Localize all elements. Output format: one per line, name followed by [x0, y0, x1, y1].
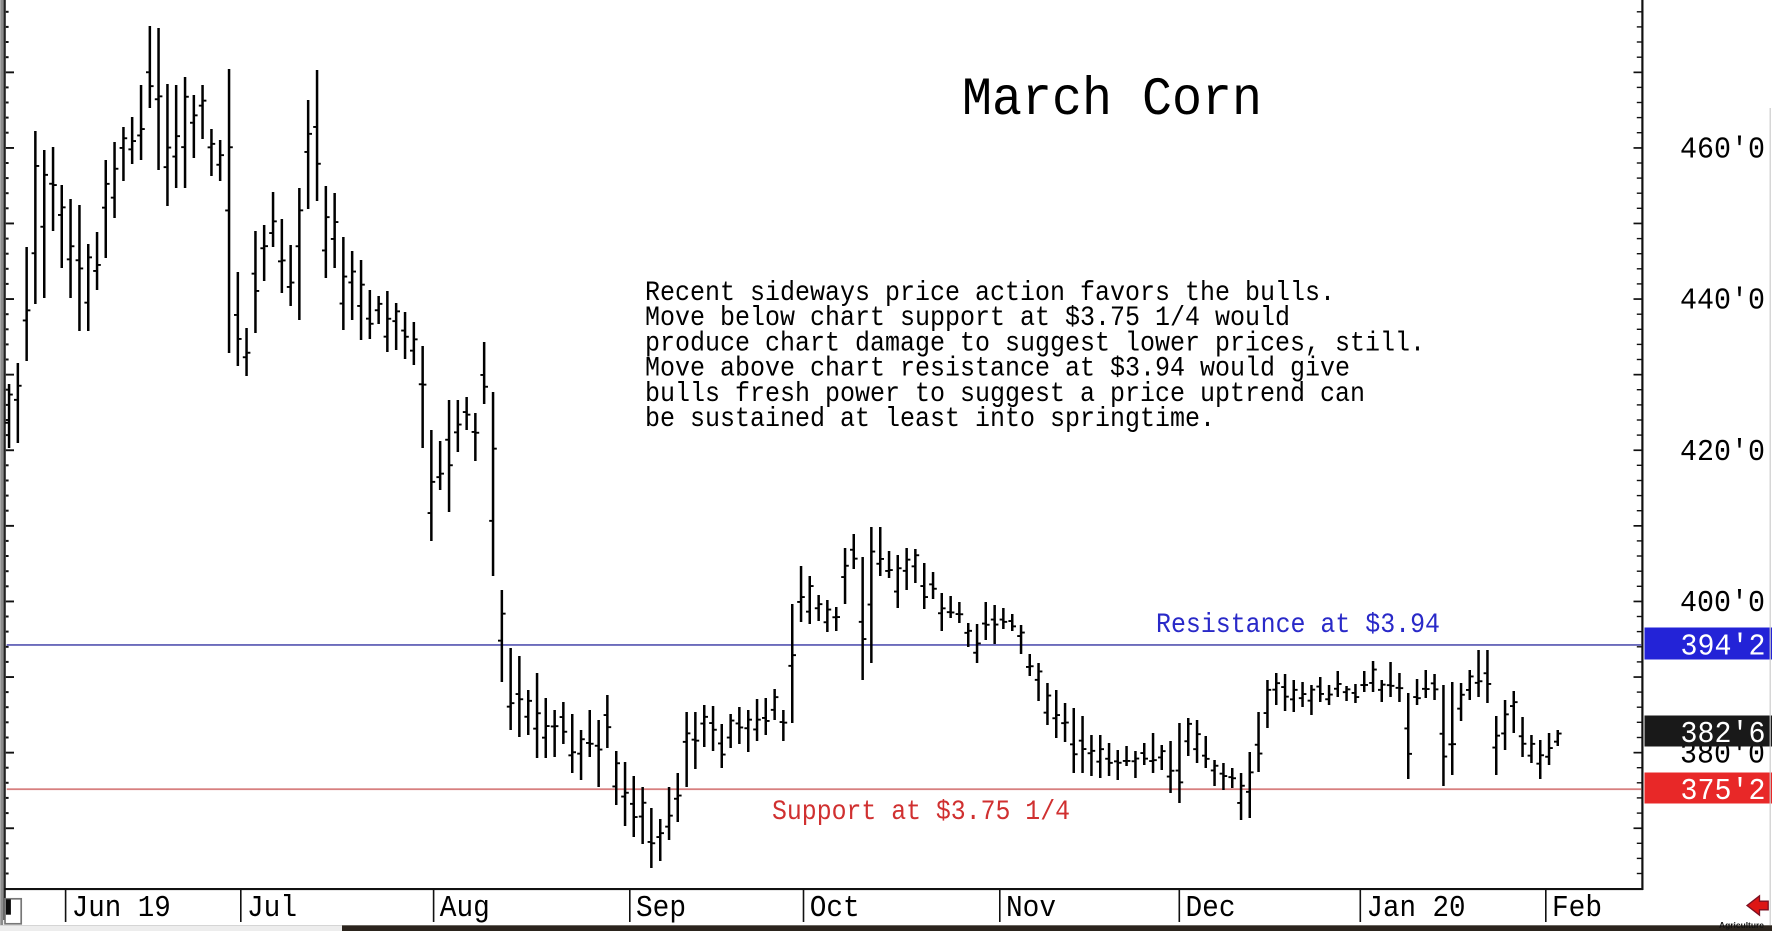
svg-text:400'0: 400'0: [1680, 585, 1765, 620]
svg-text:March Corn: March Corn: [962, 69, 1262, 130]
svg-text:Support at $3.75 1/4: Support at $3.75 1/4: [772, 796, 1070, 827]
svg-text:produce chart damage to sugges: produce chart damage to suggest lower pr…: [645, 327, 1425, 358]
svg-text:420'0: 420'0: [1680, 434, 1765, 469]
svg-text:Sep: Sep: [636, 891, 686, 926]
svg-text:Aug: Aug: [440, 891, 490, 926]
svg-text:Oct: Oct: [810, 891, 860, 926]
svg-text:be sustained at least into spr: be sustained at least into springtime.: [645, 403, 1215, 434]
svg-text:440'0: 440'0: [1680, 283, 1765, 318]
svg-text:Move above chart resistance at: Move above chart resistance at $3.94 wou…: [645, 353, 1350, 384]
svg-text:394'2: 394'2: [1681, 629, 1766, 664]
svg-text:Dec: Dec: [1186, 891, 1236, 926]
svg-text:Jul: Jul: [247, 891, 297, 926]
svg-text:460'0: 460'0: [1680, 132, 1765, 167]
svg-text:375'2: 375'2: [1681, 773, 1766, 808]
svg-text:Nov: Nov: [1006, 891, 1056, 926]
svg-text:bulls fresh power to suggest a: bulls fresh power to suggest a price upt…: [645, 378, 1365, 409]
svg-text:Jun 19: Jun 19: [72, 891, 171, 926]
svg-text:382'6: 382'6: [1681, 716, 1766, 751]
svg-text:Jan 20: Jan 20: [1367, 891, 1466, 926]
svg-text:Feb: Feb: [1552, 891, 1602, 926]
svg-text:Move below chart support at $3: Move below chart support at $3.75 1/4 wo…: [645, 302, 1290, 333]
svg-text:Recent sideways price action f: Recent sideways price action favors the …: [645, 277, 1335, 308]
svg-text:Agriculture: Agriculture: [1719, 920, 1764, 930]
svg-text:Resistance at $3.94: Resistance at $3.94: [1156, 609, 1440, 640]
